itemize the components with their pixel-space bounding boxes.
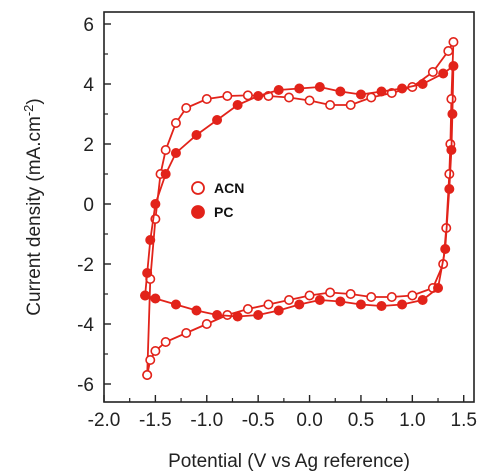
data-point xyxy=(181,327,192,338)
data-point xyxy=(446,94,457,105)
data-point xyxy=(160,145,171,156)
x-tick-label: -0.5 xyxy=(242,410,275,431)
y-tick-label: -6 xyxy=(77,375,94,396)
data-point xyxy=(263,299,274,310)
data-point xyxy=(366,291,377,302)
data-point xyxy=(232,311,243,322)
data-point xyxy=(448,60,459,71)
x-tick-label: -2.0 xyxy=(88,410,121,431)
data-point xyxy=(427,67,438,78)
data-point xyxy=(201,94,212,105)
x-tick-label: -1.5 xyxy=(139,410,172,431)
data-point xyxy=(170,299,181,310)
data-point xyxy=(355,299,366,310)
data-point xyxy=(304,290,315,301)
legend-marker-acn xyxy=(191,181,205,195)
data-point xyxy=(440,244,451,255)
data-point xyxy=(446,145,457,156)
data-point xyxy=(181,103,192,114)
x-axis-title: Potential (V vs Ag reference) xyxy=(168,451,410,472)
y-tick-label: 0 xyxy=(83,195,94,216)
data-point xyxy=(283,294,294,305)
data-point xyxy=(325,100,336,111)
data-point xyxy=(242,303,253,314)
y-tick-label: 4 xyxy=(83,75,94,96)
data-point xyxy=(142,267,153,278)
data-point xyxy=(304,95,315,106)
legend-label-pc: PC xyxy=(214,204,233,220)
data-point xyxy=(443,45,454,56)
y-axis-title-main: Current density (mA.cm xyxy=(24,116,45,316)
x-tick-label: -1.0 xyxy=(190,410,223,431)
ticks-layer: -2.0 -1.5 -1.0 -0.5 0.0 0.5 1.0 1.5 -6 -4 -2 0 2 4 6 xyxy=(77,15,477,431)
x-tick-label: 0.5 xyxy=(348,410,374,431)
data-point xyxy=(438,68,449,79)
data-point xyxy=(160,336,171,347)
data-point xyxy=(433,282,444,293)
data-point xyxy=(417,294,428,305)
legend-label-acn: ACN xyxy=(214,180,244,196)
data-point xyxy=(170,148,181,159)
series-line xyxy=(144,64,455,318)
data-point xyxy=(335,86,346,97)
y-tick-label: -2 xyxy=(77,255,94,276)
data-point xyxy=(447,109,458,120)
data-point xyxy=(407,290,418,301)
data-point xyxy=(366,92,377,103)
data-point xyxy=(191,130,202,141)
data-point xyxy=(145,235,156,246)
data-point xyxy=(386,291,397,302)
data-point xyxy=(253,91,264,102)
data-point xyxy=(232,100,243,111)
data-point xyxy=(150,293,161,304)
data-point xyxy=(145,354,156,365)
series-pc xyxy=(140,60,459,322)
data-point xyxy=(345,288,356,299)
y-axis-title-close: ) xyxy=(24,98,45,104)
data-point xyxy=(140,290,151,301)
legend: ACN PC xyxy=(191,180,244,220)
plot-frame xyxy=(103,11,475,403)
data-point xyxy=(170,118,181,129)
data-point xyxy=(283,92,294,103)
data-point xyxy=(335,296,346,307)
y-axis-title: Current density (mA.cm-2) xyxy=(21,98,46,315)
data-point xyxy=(160,169,171,180)
y-tick-label: 6 xyxy=(83,15,94,36)
y-tick-label: 2 xyxy=(83,135,94,156)
data-point xyxy=(212,115,223,126)
y-axis-title-superscript: -2 xyxy=(21,105,36,117)
data-point xyxy=(150,199,161,210)
data-point xyxy=(142,369,153,380)
x-tick-label: 0.0 xyxy=(296,410,322,431)
y-tick-label: -4 xyxy=(77,315,94,336)
data-point xyxy=(325,287,336,298)
data-point xyxy=(417,79,428,90)
data-point xyxy=(345,100,356,111)
data-point xyxy=(376,300,387,311)
data-point xyxy=(273,305,284,316)
data-point xyxy=(191,305,202,316)
data-point xyxy=(201,318,212,329)
data-point xyxy=(150,345,161,356)
data-point xyxy=(376,86,387,97)
data-point xyxy=(397,299,408,310)
data-point xyxy=(222,91,233,102)
data-point xyxy=(355,89,366,100)
series-layer xyxy=(140,36,459,380)
data-point xyxy=(294,299,305,310)
x-tick-label: 1.0 xyxy=(399,410,425,431)
data-point xyxy=(397,83,408,94)
data-point xyxy=(273,85,284,96)
legend-marker-pc xyxy=(191,205,205,219)
data-point xyxy=(314,82,325,93)
data-point xyxy=(253,309,264,320)
data-point xyxy=(444,184,455,195)
data-point xyxy=(314,294,325,305)
data-point xyxy=(448,36,459,47)
data-point xyxy=(212,309,223,320)
x-tick-label: 1.5 xyxy=(451,410,477,431)
data-point xyxy=(294,83,305,94)
